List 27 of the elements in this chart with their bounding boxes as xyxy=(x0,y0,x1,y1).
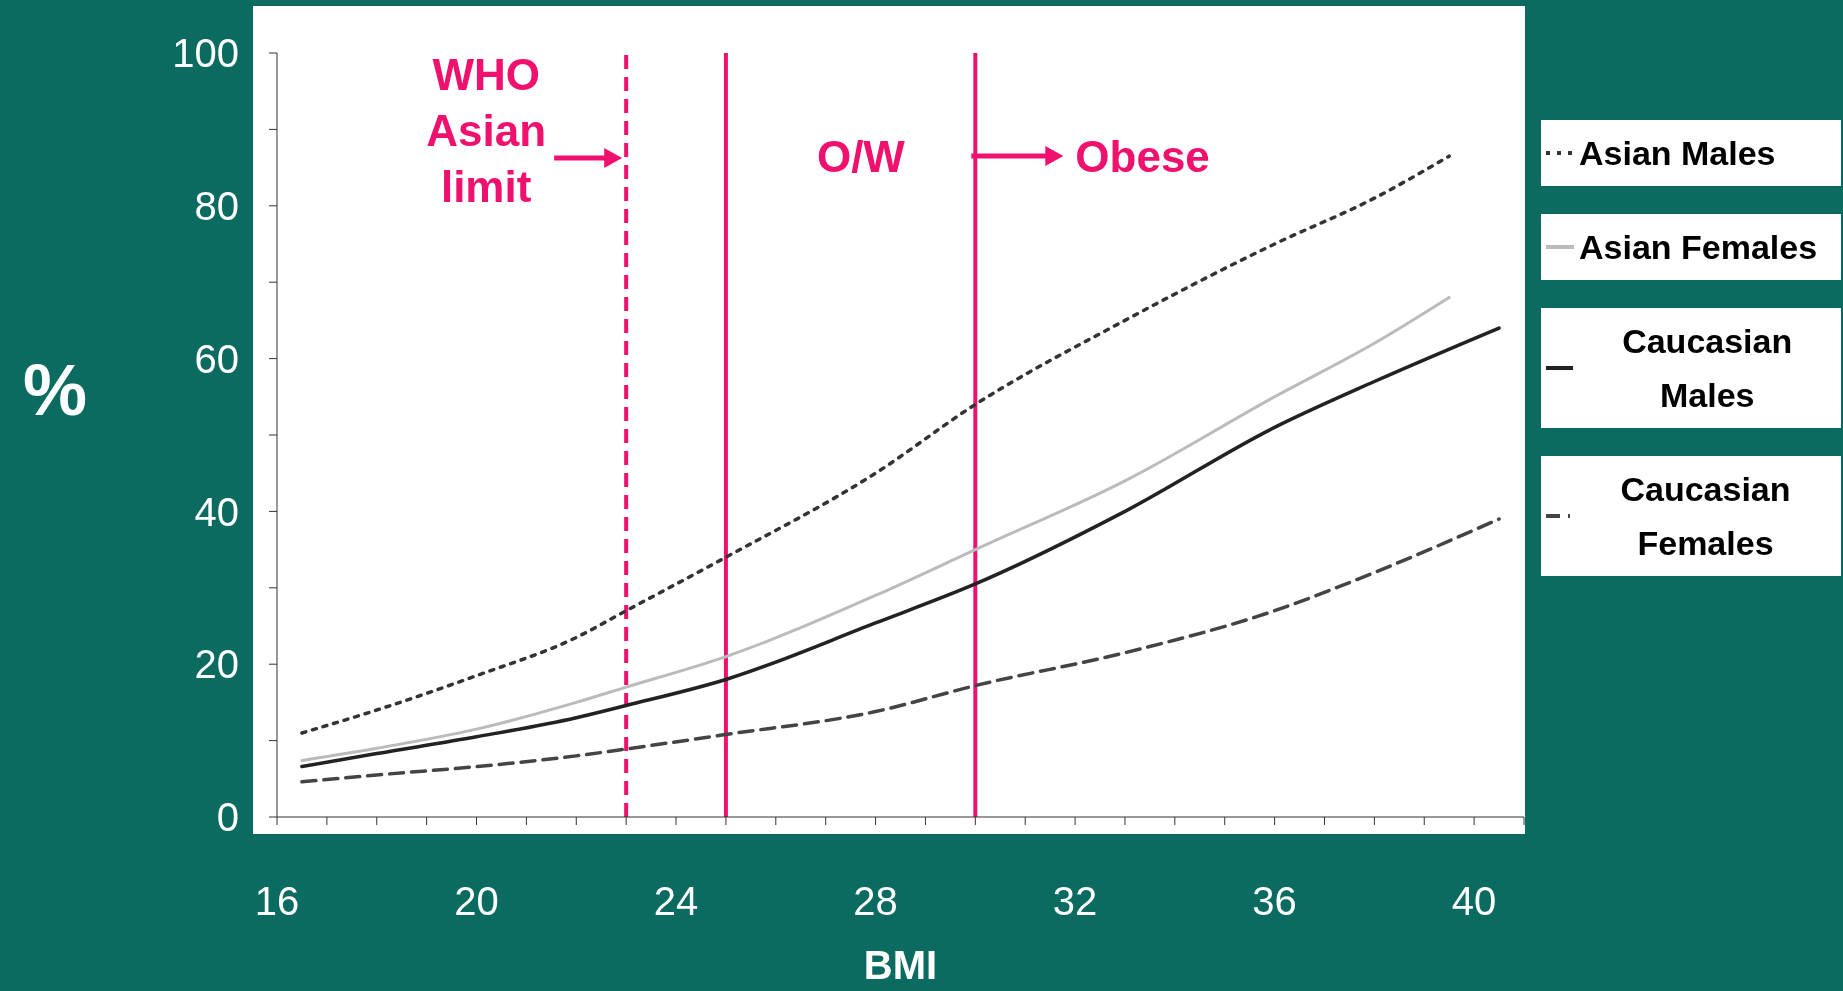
ref-line-label: O/W xyxy=(816,132,906,181)
legend-label: Asian Males xyxy=(1579,133,1776,174)
y-axis-title: % xyxy=(22,350,88,430)
y-tick-label: 60 xyxy=(194,336,239,381)
x-tick-label: 32 xyxy=(1052,879,1098,924)
legend-label: Asian Females xyxy=(1579,227,1818,268)
line-series xyxy=(300,517,1501,784)
ref-line-label: Obese xyxy=(1075,132,1210,181)
x-tick-label: 24 xyxy=(653,879,699,924)
x-tick-label: 36 xyxy=(1252,879,1297,924)
x-axis-title: BMI xyxy=(863,943,938,987)
legend-label: Caucasian Males xyxy=(1621,321,1794,416)
x-tick-label: 28 xyxy=(853,879,898,924)
x-tick-label: 40 xyxy=(1451,879,1497,924)
y-tick-label: 20 xyxy=(194,642,239,687)
y-tick-label: 80 xyxy=(194,184,239,228)
legend-label: Caucasian Females xyxy=(1619,469,1792,564)
x-tick-label: 16 xyxy=(254,879,300,924)
x-tick-label: 20 xyxy=(454,879,499,924)
label-box: Caucasian Females xyxy=(1541,456,1841,576)
ref-line-label: WHO Asian limit xyxy=(426,50,547,211)
label-box: Caucasian Males xyxy=(1541,308,1841,428)
y-tick-label: 40 xyxy=(194,489,239,534)
y-tick-label: 0 xyxy=(216,795,239,840)
label-box: Asian Males xyxy=(1541,120,1841,186)
label-box: Asian Females xyxy=(1541,214,1841,280)
y-tick-label: 100 xyxy=(172,31,239,76)
